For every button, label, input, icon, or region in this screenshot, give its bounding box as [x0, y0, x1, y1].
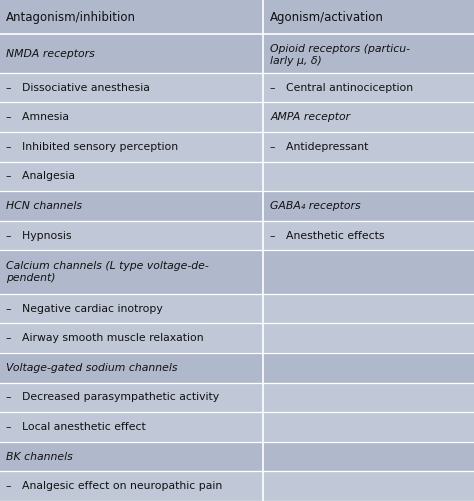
Text: BK channels: BK channels [6, 451, 73, 461]
Text: –   Decreased parasympathetic activity: – Decreased parasympathetic activity [6, 392, 219, 402]
Text: Opioid receptors (particu-
larly μ, δ): Opioid receptors (particu- larly μ, δ) [270, 44, 410, 66]
Text: GABA₄ receptors: GABA₄ receptors [270, 201, 361, 211]
Bar [0, 442, 474, 471]
Text: –   Anesthetic effects: – Anesthetic effects [270, 230, 385, 240]
Text: Antagonism/inhibition: Antagonism/inhibition [6, 11, 136, 24]
Text: Agonism/activation: Agonism/activation [270, 11, 384, 24]
Text: –   Central antinociception: – Central antinociception [270, 83, 413, 93]
Bar [0, 471, 474, 501]
Text: –   Negative cardiac inotropy: – Negative cardiac inotropy [6, 304, 163, 314]
Text: NMDA receptors: NMDA receptors [6, 49, 94, 59]
Text: –   Local anesthetic effect: – Local anesthetic effect [6, 422, 146, 432]
Bar [0, 353, 474, 383]
Bar [0, 191, 474, 221]
Text: HCN channels: HCN channels [6, 201, 82, 211]
Text: –   Analgesia: – Analgesia [6, 171, 75, 181]
Text: AMPA receptor: AMPA receptor [270, 112, 350, 122]
Text: Calcium channels (L type voltage-de-
pendent): Calcium channels (L type voltage-de- pen… [6, 262, 209, 284]
Text: –   Antidepressant: – Antidepressant [270, 142, 369, 152]
Bar [0, 0, 474, 34]
Bar [0, 250, 474, 294]
Bar [0, 132, 474, 162]
Bar [0, 34, 474, 73]
Bar [0, 323, 474, 353]
Text: –   Airway smooth muscle relaxation: – Airway smooth muscle relaxation [6, 333, 203, 343]
Text: –   Hypnosis: – Hypnosis [6, 230, 71, 240]
Text: –   Amnesia: – Amnesia [6, 112, 69, 122]
Text: Voltage-gated sodium channels: Voltage-gated sodium channels [6, 363, 177, 373]
Bar [0, 221, 474, 250]
Bar [0, 383, 474, 412]
Text: –   Dissociative anesthesia: – Dissociative anesthesia [6, 83, 150, 93]
Bar [0, 73, 474, 103]
Text: –   Analgesic effect on neuropathic pain: – Analgesic effect on neuropathic pain [6, 481, 222, 491]
Bar [0, 412, 474, 442]
Bar [0, 294, 474, 323]
Bar [0, 162, 474, 191]
Text: –   Inhibited sensory perception: – Inhibited sensory perception [6, 142, 178, 152]
Bar [0, 103, 474, 132]
